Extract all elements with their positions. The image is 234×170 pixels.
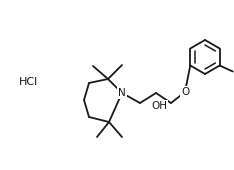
Text: O: O	[181, 87, 189, 97]
Text: HCl: HCl	[18, 77, 38, 87]
Text: N: N	[118, 88, 126, 98]
Text: OH: OH	[151, 101, 167, 111]
